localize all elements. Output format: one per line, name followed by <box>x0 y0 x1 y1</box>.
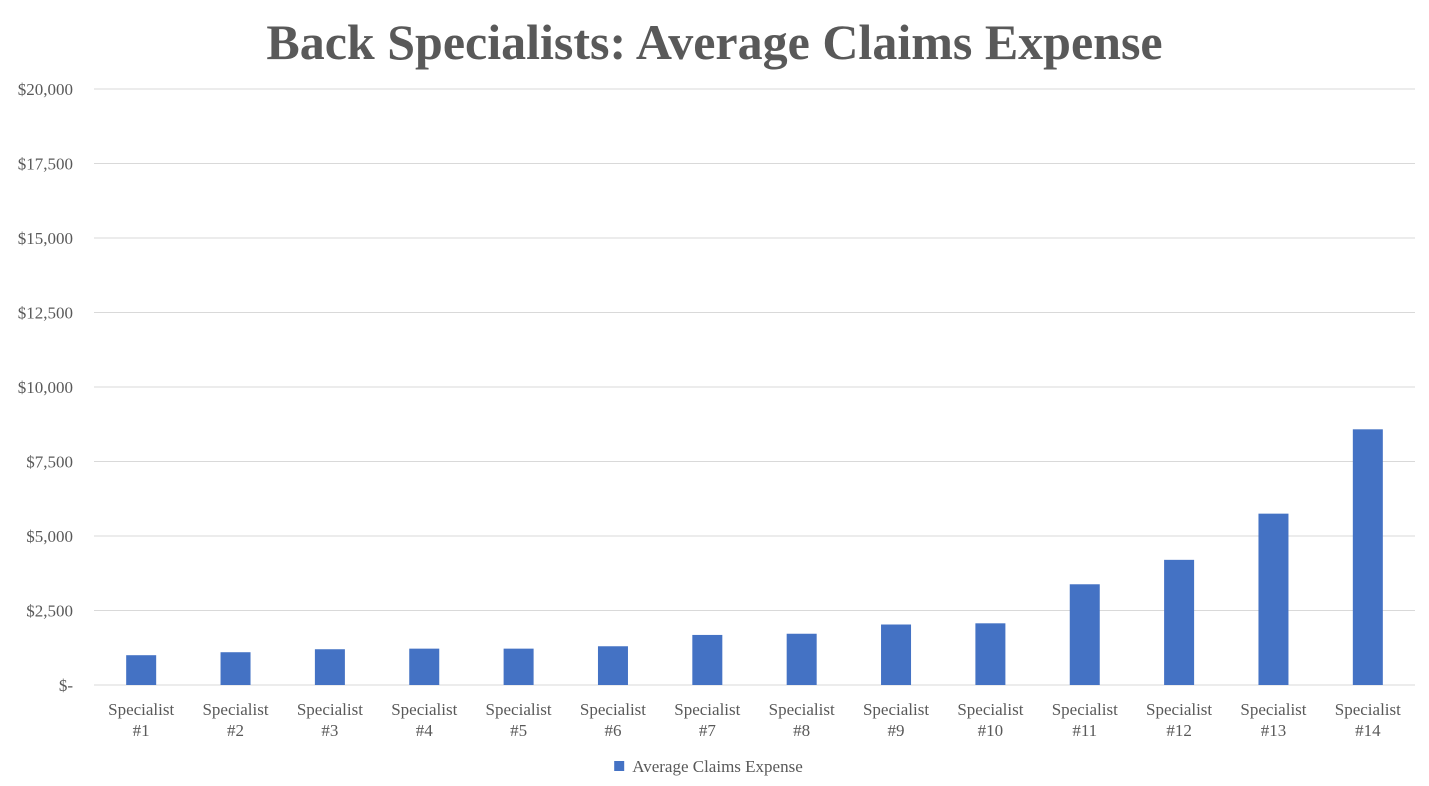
gridlines <box>94 88 1415 686</box>
bars <box>126 429 1383 685</box>
bar <box>314 649 345 685</box>
y-tick-label: $7,500 <box>26 453 73 472</box>
bar <box>1352 429 1383 685</box>
bar <box>409 648 440 685</box>
bar <box>220 652 251 685</box>
x-category-label: Specialist #6 <box>580 700 646 740</box>
bar <box>1164 559 1195 685</box>
x-category-label: Specialist #12 <box>1146 700 1212 740</box>
y-tick-label: $20,000 <box>18 80 73 99</box>
x-category-label: Specialist #11 <box>1052 700 1118 740</box>
chart-title: Back Specialists: Average Claims Expense <box>266 14 1163 70</box>
y-tick-label: $17,500 <box>18 155 73 174</box>
y-tick-label: $12,500 <box>18 304 73 323</box>
x-category-label: Specialist #14 <box>1335 700 1401 740</box>
x-category-label: Specialist #5 <box>486 700 552 740</box>
x-category-label: Specialist #4 <box>391 700 457 740</box>
bar <box>597 646 628 685</box>
bar <box>975 623 1006 685</box>
x-axis-category-labels: Specialist #1 Specialist #2 Specialist #3 Spec… <box>108 700 1401 740</box>
x-category-label: Specialist #3 <box>297 700 363 740</box>
y-tick-label: $2,500 <box>26 602 73 621</box>
x-category-label: Specialist #2 <box>202 700 268 740</box>
y-tick-label: $15,000 <box>18 229 73 248</box>
bar <box>786 633 817 685</box>
bar <box>1258 513 1289 685</box>
bar <box>692 634 723 685</box>
x-category-label: Specialist #8 <box>769 700 835 740</box>
x-category-label: Specialist #1 <box>108 700 174 740</box>
y-axis-tick-labels: $- $2,500 $5,000 $7,500 $10,000 $12,500 $15,00… <box>18 80 74 695</box>
y-tick-label: $5,000 <box>26 527 73 546</box>
x-category-label: Specialist #13 <box>1240 700 1306 740</box>
legend-swatch <box>614 761 625 771</box>
x-category-label: Specialist #10 <box>957 700 1023 740</box>
y-tick-label: $- <box>59 676 74 695</box>
y-tick-label: $10,000 <box>18 378 73 397</box>
bar <box>503 648 534 685</box>
bar <box>126 655 157 685</box>
x-category-label: Specialist #9 <box>863 700 929 740</box>
legend: Average Claims Expense <box>614 757 803 776</box>
bar <box>881 624 912 685</box>
x-category-label: Specialist #7 <box>674 700 740 740</box>
bar <box>1069 584 1100 685</box>
legend-label: Average Claims Expense <box>632 757 803 776</box>
